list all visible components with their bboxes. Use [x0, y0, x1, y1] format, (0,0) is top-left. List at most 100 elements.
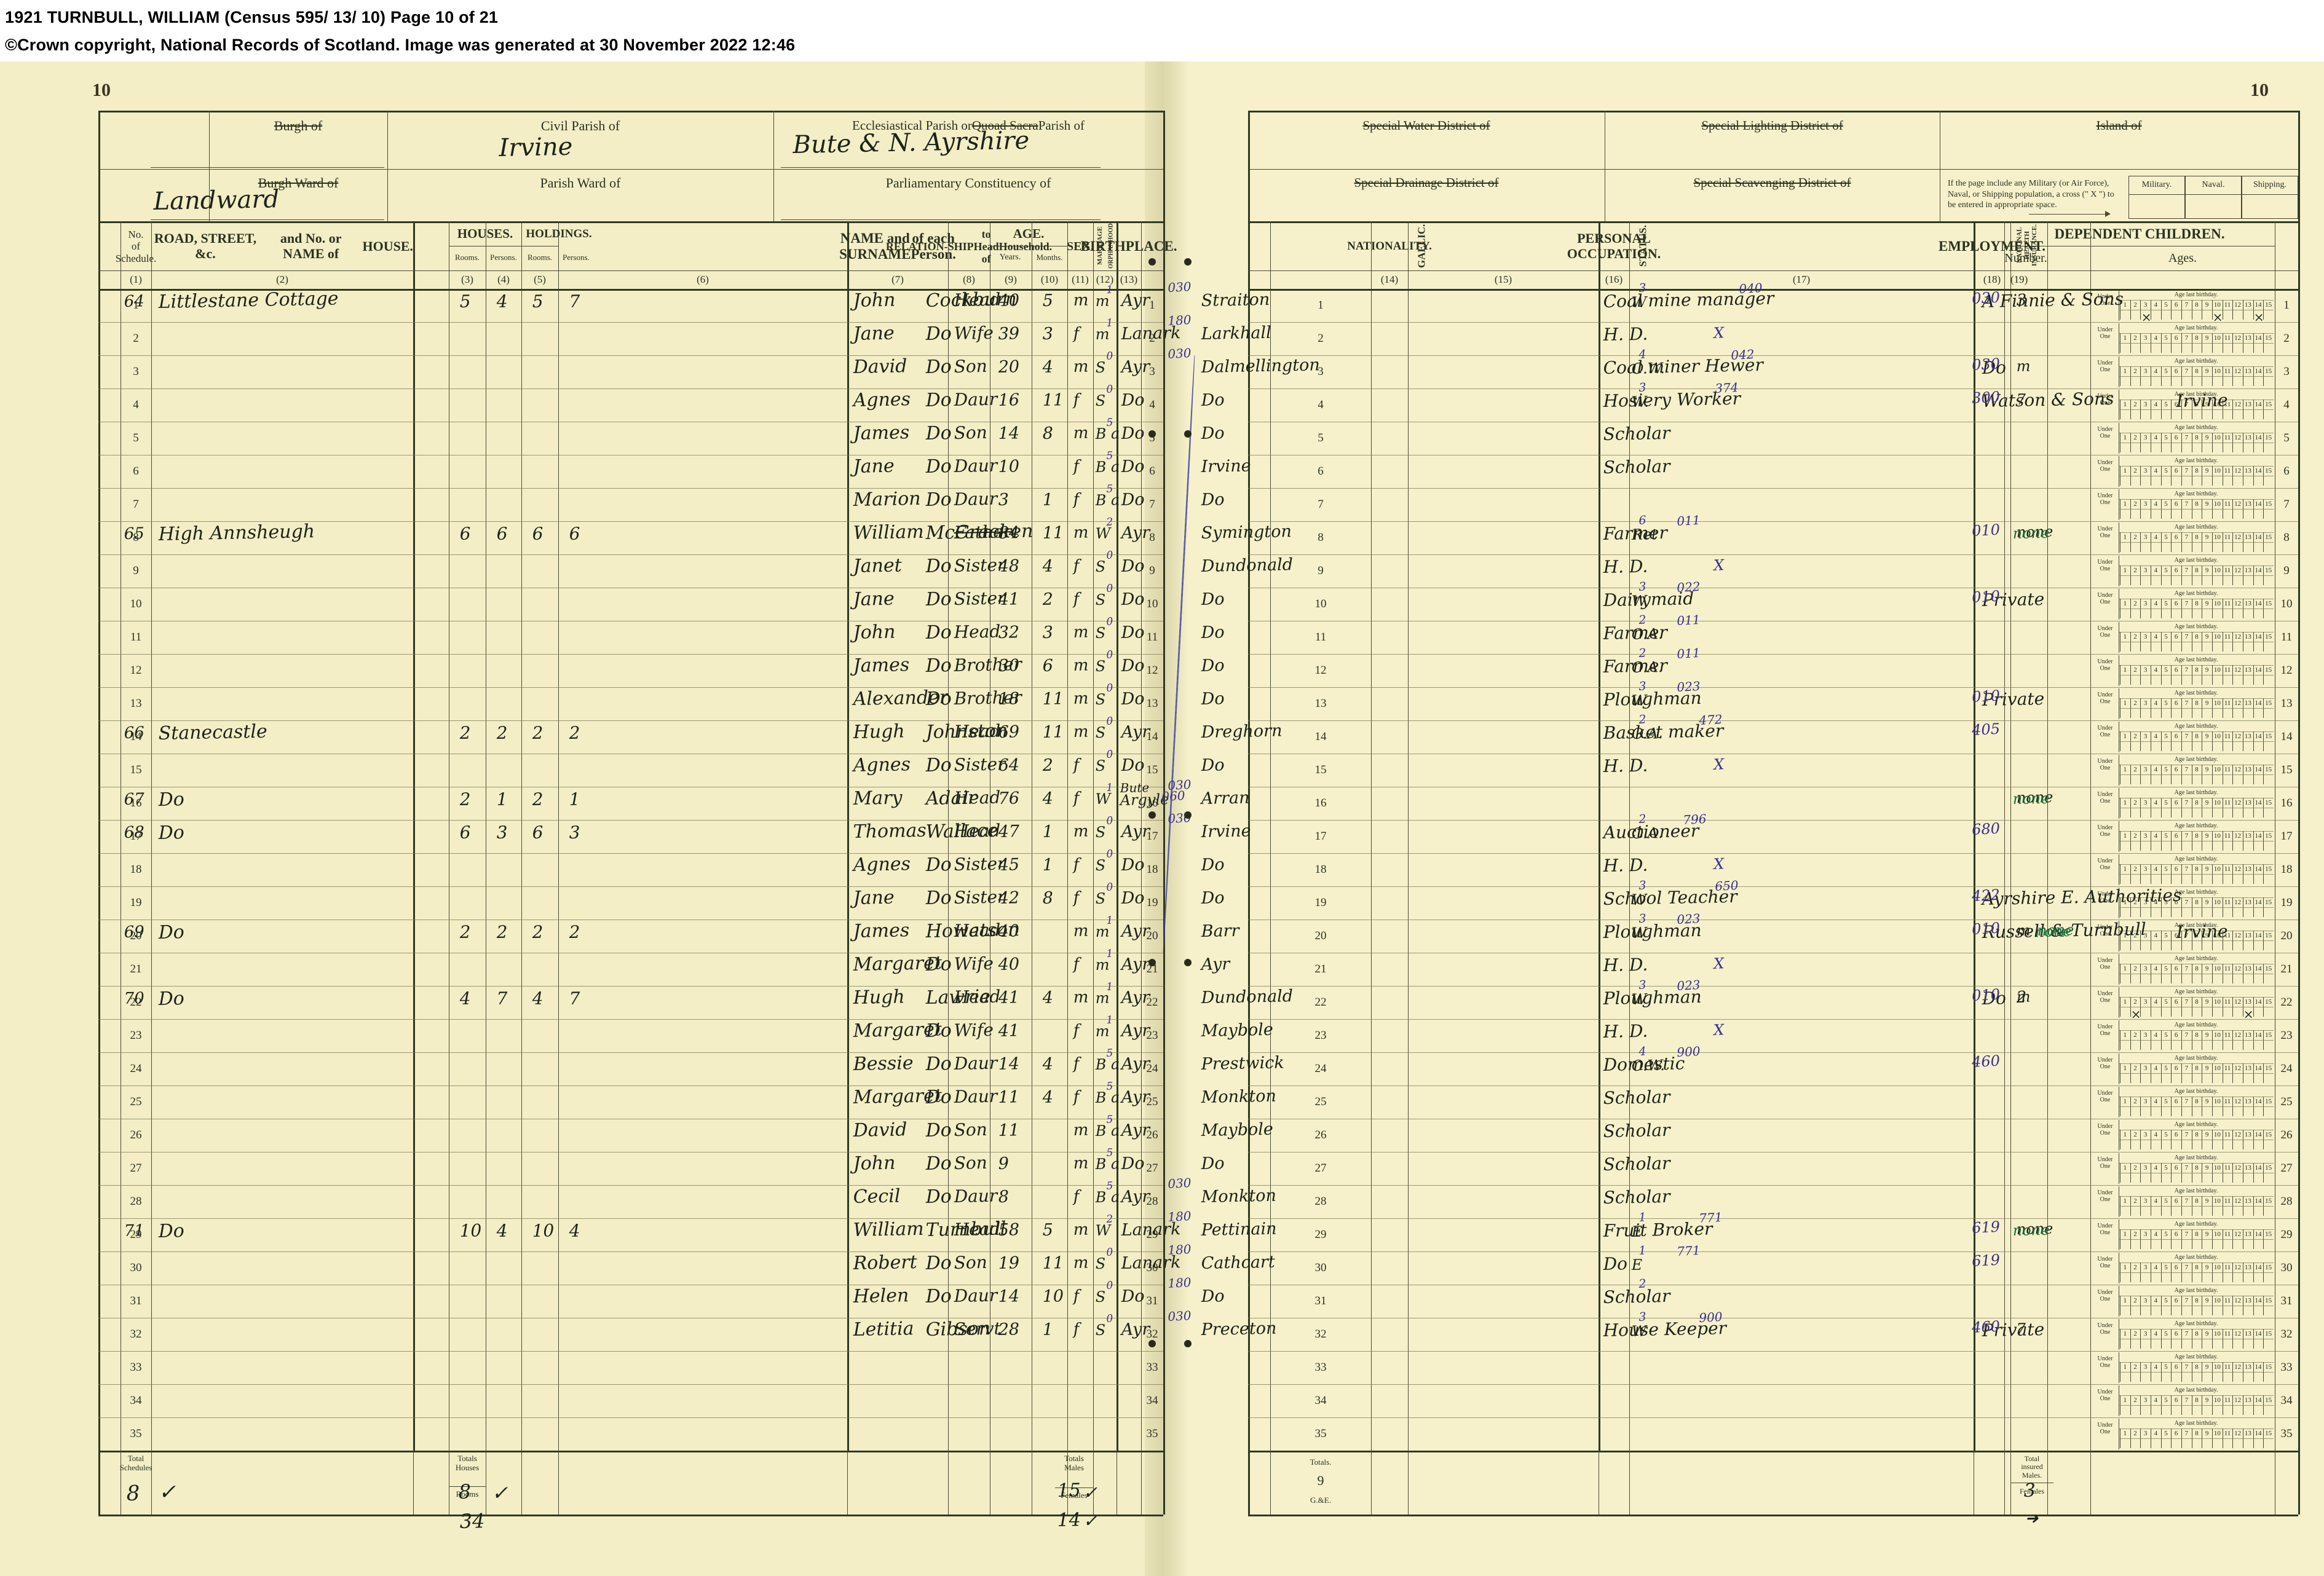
dep-age-tick-2: 2 — [2133, 632, 2137, 640]
dep-age-tick-13: 13 — [2244, 1330, 2251, 1338]
dep-age-tick-7: 7 — [2184, 732, 2189, 740]
cell-occupation-mark-15: X — [1713, 755, 1725, 773]
row-number-right-23: 23 — [1314, 1029, 1327, 1042]
cell-age-months-11: 3 — [1042, 623, 1054, 642]
dep-age-tick-8: 8 — [2195, 599, 2199, 607]
dep-age-tick-12: 12 — [2234, 1296, 2242, 1304]
dep-age-tick-2: 2 — [2133, 433, 2137, 441]
cell-relationship-3: Son — [954, 355, 988, 377]
cell-age-months-14: 11 — [1042, 722, 1064, 742]
dep-age-tick-7: 7 — [2184, 500, 2189, 508]
dep-age-tick-15: 15 — [2265, 467, 2272, 475]
row-number-left-end-30: 30 — [1146, 1261, 1158, 1274]
cell-firstname-24: Bessie — [853, 1052, 914, 1075]
dep-age-tick-14: 14 — [2255, 467, 2262, 475]
dep-age-tick-4: 4 — [2154, 1396, 2158, 1404]
cell-house-rooms-20: 2 — [459, 921, 471, 942]
total-females-value: 14 — [1057, 1509, 1081, 1531]
row-number-right-26: 26 — [1314, 1129, 1327, 1141]
row-number-right-end-12: 12 — [2280, 664, 2293, 677]
dep-age-tick-15: 15 — [2265, 500, 2272, 508]
dep-age-last-birthday-label: Age last birthday. — [2174, 789, 2218, 797]
dep-age-tick-14: 14 — [2255, 1296, 2262, 1304]
dep-under-one-label: Under One — [2097, 1355, 2113, 1369]
dep-age-tick-13: 13 — [2244, 898, 2251, 906]
row-number-right-22: 22 — [1314, 996, 1327, 1009]
dep-age-tick-3: 3 — [2143, 832, 2148, 840]
dep-age-tick-1: 1 — [2123, 1097, 2127, 1105]
dep-under-one-label: Under One — [2097, 1322, 2113, 1336]
row-number-left-31: 31 — [130, 1294, 142, 1307]
cell-bp-place-26: Maybole — [1201, 1119, 1274, 1140]
header-houses-rooms: Rooms. — [454, 252, 480, 262]
label-totals-males: Totals Males — [1064, 1454, 1084, 1472]
dep-age-tick-6: 6 — [2174, 1130, 2178, 1138]
dep-age-tick-13: 13 — [2244, 500, 2251, 508]
dep-age-tick-7: 7 — [2184, 1164, 2189, 1172]
cell-surname-31: Do — [925, 1285, 952, 1307]
dep-age-tick-2: 2 — [2133, 367, 2137, 375]
cell-bp-county-21: Ayr — [1121, 955, 1150, 974]
dep-age-tick-7: 7 — [2184, 1296, 2189, 1304]
dep-age-tick-11: 11 — [2224, 632, 2231, 640]
cell-occupation-9: H. D. — [1603, 556, 1648, 577]
label-total-insured-females: Females — [2020, 1487, 2044, 1496]
dep-age-tick-1: 1 — [2123, 998, 2127, 1006]
header-schedule-label: No. of Schedule. — [115, 229, 157, 264]
dep-age-last-birthday-label: Age last birthday. — [2174, 1121, 2218, 1129]
cell-relationship-25: Daur — [954, 1085, 998, 1107]
cell-orphanhood-7: 5 — [1105, 483, 1113, 495]
cell-relationship-21: Wife — [954, 953, 994, 974]
row-number-right-end-3: 3 — [2283, 365, 2290, 378]
cell-occupation-30: Do — [1603, 1253, 1628, 1274]
dep-age-last-birthday-label: Age last birthday. — [2174, 457, 2218, 465]
cell-surname-11: Do — [925, 621, 952, 644]
cell-age-years-9: 48 — [998, 556, 1020, 576]
dep-age-tick-7: 7 — [2184, 1064, 2189, 1072]
dep-age-tick-11: 11 — [2224, 798, 2231, 806]
cell-marriage-9: S — [1095, 558, 1106, 575]
cell-employment-code-3: 030 — [1971, 355, 2001, 374]
dep-age-tick-8: 8 — [2195, 467, 2199, 475]
dep-age-tick-3: 3 — [2143, 666, 2148, 674]
dep-age-tick-4: 4 — [2154, 566, 2158, 574]
dep-age-tick-1: 1 — [2123, 367, 2127, 375]
dep-age-tick-9: 9 — [2205, 931, 2209, 939]
cell-marriage-18: S — [1095, 856, 1106, 874]
dep-age-tick-10: 10 — [2213, 1396, 2221, 1404]
header-col-number: (1) — [130, 274, 142, 286]
row-number-right-end-11: 11 — [2280, 631, 2293, 644]
dep-age-tick-4: 4 — [2154, 1429, 2158, 1437]
dep-age-tick-1: 1 — [2123, 964, 2127, 972]
dep-age-tick-13: 13 — [2244, 533, 2251, 541]
cell-bp-county-14: Ayr — [1121, 722, 1150, 742]
dep-age-tick-6: 6 — [2174, 865, 2178, 873]
row-number-left-35: 35 — [130, 1427, 142, 1440]
cell-bp-place-18: Do — [1201, 855, 1225, 875]
cell-surname-3: Do — [925, 356, 952, 378]
cell-sex-9: f — [1073, 556, 1080, 575]
row-number-left-22: 22 — [130, 996, 142, 1009]
dep-age-tick-4: 4 — [2154, 1296, 2158, 1304]
dep-age-tick-7: 7 — [2184, 301, 2189, 309]
dep-age-tick-13: 13 — [2244, 1296, 2251, 1304]
dep-age-tick-15: 15 — [2265, 666, 2272, 674]
dep-age-last-birthday-label: Age last birthday. — [2174, 557, 2218, 564]
dep-age-tick-5: 5 — [2164, 1197, 2168, 1205]
cell-status-num-29: 1 — [1638, 1210, 1647, 1224]
dep-age-tick-9: 9 — [2205, 433, 2209, 441]
cell-firstname-14: Hugh — [853, 720, 906, 743]
cell-sex-8: m — [1073, 523, 1089, 542]
dep-age-tick-15: 15 — [2265, 301, 2272, 309]
dep-age-tick-3: 3 — [2143, 467, 2148, 475]
cell-holding-rooms-16: 2 — [532, 789, 543, 810]
dep-under-one-label: Under One — [2097, 724, 2113, 738]
dep-age-tick-6: 6 — [2174, 898, 2178, 906]
dep-age-tick-1: 1 — [2123, 334, 2127, 342]
dep-age-tick-10: 10 — [2213, 599, 2221, 607]
cell-employment-place-4: Irvine — [2176, 390, 2228, 411]
dep-age-tick-9: 9 — [2205, 1230, 2209, 1238]
dep-under-one-label: Under One — [2097, 359, 2113, 373]
dep-age-last-birthday-label: Age last birthday. — [2174, 656, 2218, 664]
dep-age-tick-2: 2 — [2133, 334, 2137, 342]
